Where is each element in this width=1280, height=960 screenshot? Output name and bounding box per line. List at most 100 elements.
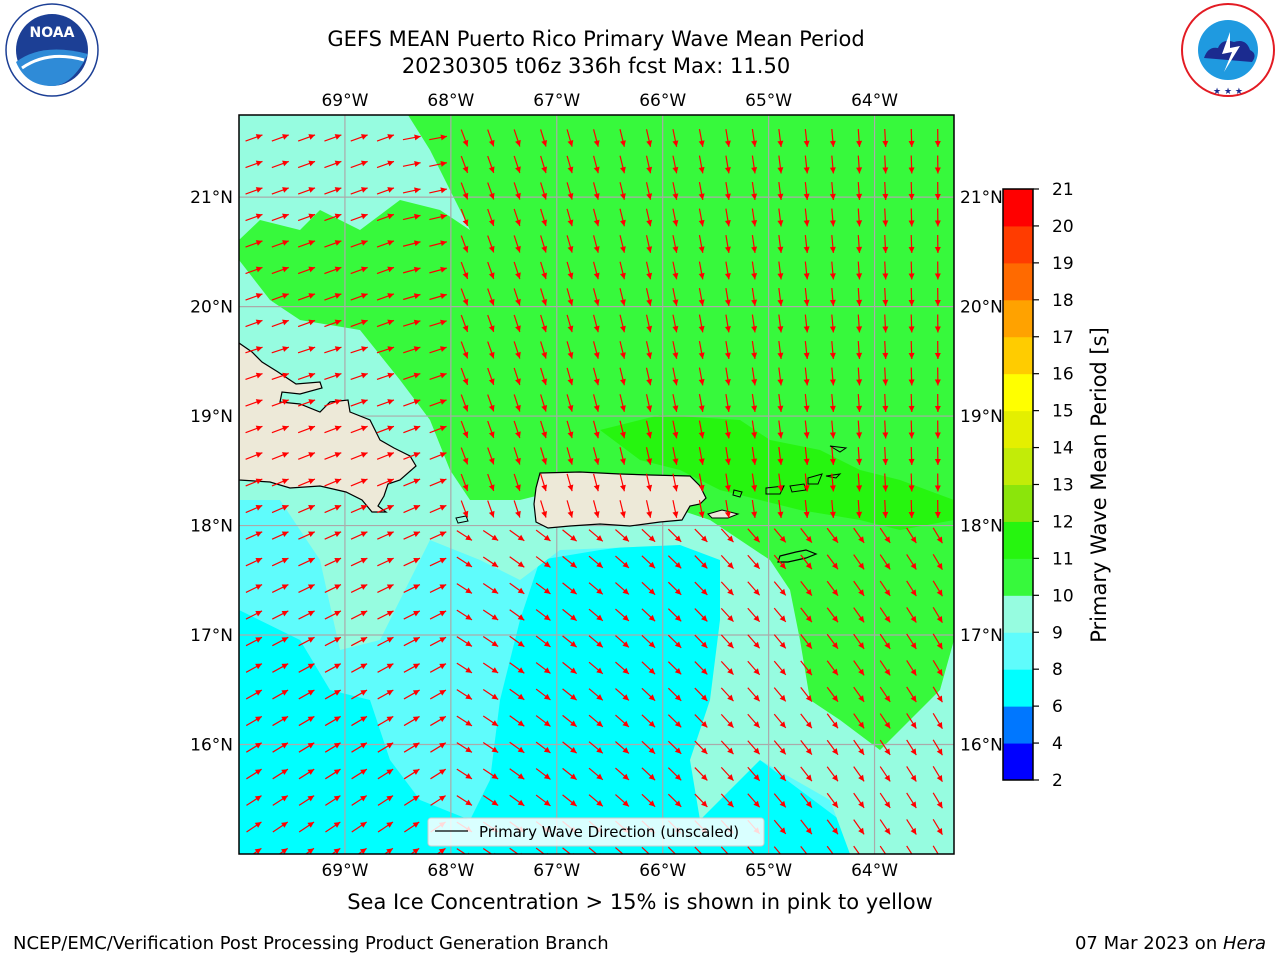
wave-arrowhead <box>462 351 469 359</box>
wave-arrowhead <box>465 693 472 700</box>
wave-arrowhead <box>620 246 626 253</box>
wave-arrowhead <box>543 693 551 700</box>
wave-arrowhead <box>777 485 784 492</box>
wave-arrow <box>960 660 969 676</box>
colorbar-tick-label: 6 <box>1052 697 1063 717</box>
wave-arrowhead <box>413 346 421 352</box>
wave-arrowhead <box>648 588 656 595</box>
wave-arrowhead <box>777 273 784 280</box>
wave-arrowhead <box>646 352 653 359</box>
wave-arrowhead <box>387 372 395 379</box>
wave-arrowhead <box>386 610 394 617</box>
wave-arrowhead <box>674 800 682 807</box>
wave-arrowhead <box>751 432 758 439</box>
wave-arrowhead <box>462 245 469 253</box>
wave-arrowhead <box>254 742 262 749</box>
wave-arrowhead <box>777 511 784 518</box>
lon-label-bottom: 66°W <box>639 861 686 881</box>
wave-arrowhead <box>488 219 495 226</box>
wave-arrowhead <box>465 799 472 806</box>
wave-arrowhead <box>255 716 262 723</box>
wave-arrowhead <box>255 690 262 696</box>
wave-arrowhead <box>570 747 577 754</box>
wave-arrowhead <box>361 399 368 405</box>
wave-arrowhead <box>961 379 967 385</box>
wave-arrowhead <box>308 187 316 193</box>
wave-arrowhead <box>672 246 679 253</box>
wave-arrowhead <box>334 213 342 220</box>
wave-arrowhead <box>440 293 447 300</box>
wave-arrowhead <box>593 378 600 386</box>
wave-arrowhead <box>936 616 943 623</box>
wave-arrowhead <box>491 799 499 806</box>
wave-arrowhead <box>596 747 603 754</box>
wave-arrowhead <box>757 853 758 854</box>
wave-arrowhead <box>961 220 967 226</box>
wave-arrowhead <box>593 431 600 439</box>
wave-arrowhead <box>491 720 499 727</box>
wave-arrowhead <box>646 166 653 174</box>
wave-arrowhead <box>439 769 446 775</box>
wave-arrowhead <box>439 663 446 670</box>
wave-arrowhead <box>334 160 342 167</box>
wave-arrowhead <box>803 379 810 386</box>
wave-arrowhead <box>831 695 838 702</box>
wave-arrowhead <box>751 167 758 174</box>
wave-arrowhead <box>488 245 495 253</box>
wave-arrowhead <box>360 240 368 246</box>
wave-arrowhead <box>910 668 917 676</box>
wave-arrowhead <box>543 667 551 674</box>
wave-arrowhead <box>543 587 551 594</box>
wave-arrowhead <box>727 694 734 702</box>
wave-arrowhead <box>281 478 289 485</box>
wave-arrowhead <box>465 773 472 779</box>
legend-label: Primary Wave Direction (unscaled) <box>479 823 739 841</box>
wave-arrowhead <box>646 458 653 465</box>
wave-arrowhead <box>462 166 469 173</box>
wave-arrowhead <box>961 432 967 438</box>
wave-arrowhead <box>333 716 341 723</box>
wave-arrowhead <box>648 561 656 569</box>
wave-arrowhead <box>882 352 889 359</box>
wave-arrowhead <box>884 748 891 755</box>
wave-arrowhead <box>856 299 863 306</box>
wave-arrowhead <box>439 452 447 458</box>
wave-arrowhead <box>724 458 731 465</box>
wave-arrowhead <box>831 589 838 596</box>
wave-arrowhead <box>515 139 521 147</box>
wave-arrowhead <box>517 720 525 727</box>
wave-arrowhead <box>387 266 394 273</box>
wave-arrowhead <box>307 716 315 723</box>
wave-arrowhead <box>779 827 786 834</box>
wave-arrowhead <box>961 326 967 332</box>
colorbar-tick-label: 13 <box>1052 476 1074 496</box>
wave-arrowhead <box>936 563 943 570</box>
wave-arrowhead <box>570 694 577 701</box>
wave-arrowhead <box>698 458 705 465</box>
wave-arrowhead <box>963 696 969 703</box>
wave-arrowhead <box>541 484 548 492</box>
wave-arrowhead <box>803 405 810 412</box>
wave-arrowhead <box>882 432 889 439</box>
wave-arrowhead <box>440 319 447 326</box>
wave-arrowhead <box>829 432 836 439</box>
wave-arrowhead <box>963 563 969 570</box>
wave-arrowhead <box>908 140 915 147</box>
wave-arrowhead <box>674 720 682 728</box>
wave-arrowhead <box>961 273 967 279</box>
wave-arrowhead <box>674 614 682 622</box>
wave-arrowhead <box>908 193 915 200</box>
wave-arrowhead <box>908 379 915 386</box>
wave-arrowhead <box>387 478 394 485</box>
wave-arrowhead <box>963 590 969 597</box>
wave-arrowhead <box>570 641 577 648</box>
wave-arrowhead <box>646 378 653 386</box>
wave-arrowhead <box>488 192 495 200</box>
wave-arrowhead <box>593 458 600 465</box>
wave-arrowhead <box>255 266 263 273</box>
wave-arrowhead <box>961 459 967 465</box>
wave-arrowhead <box>333 742 341 749</box>
wave-arrowhead <box>361 372 368 379</box>
wave-arrowhead <box>934 167 941 174</box>
wave-arrowhead <box>829 379 836 386</box>
